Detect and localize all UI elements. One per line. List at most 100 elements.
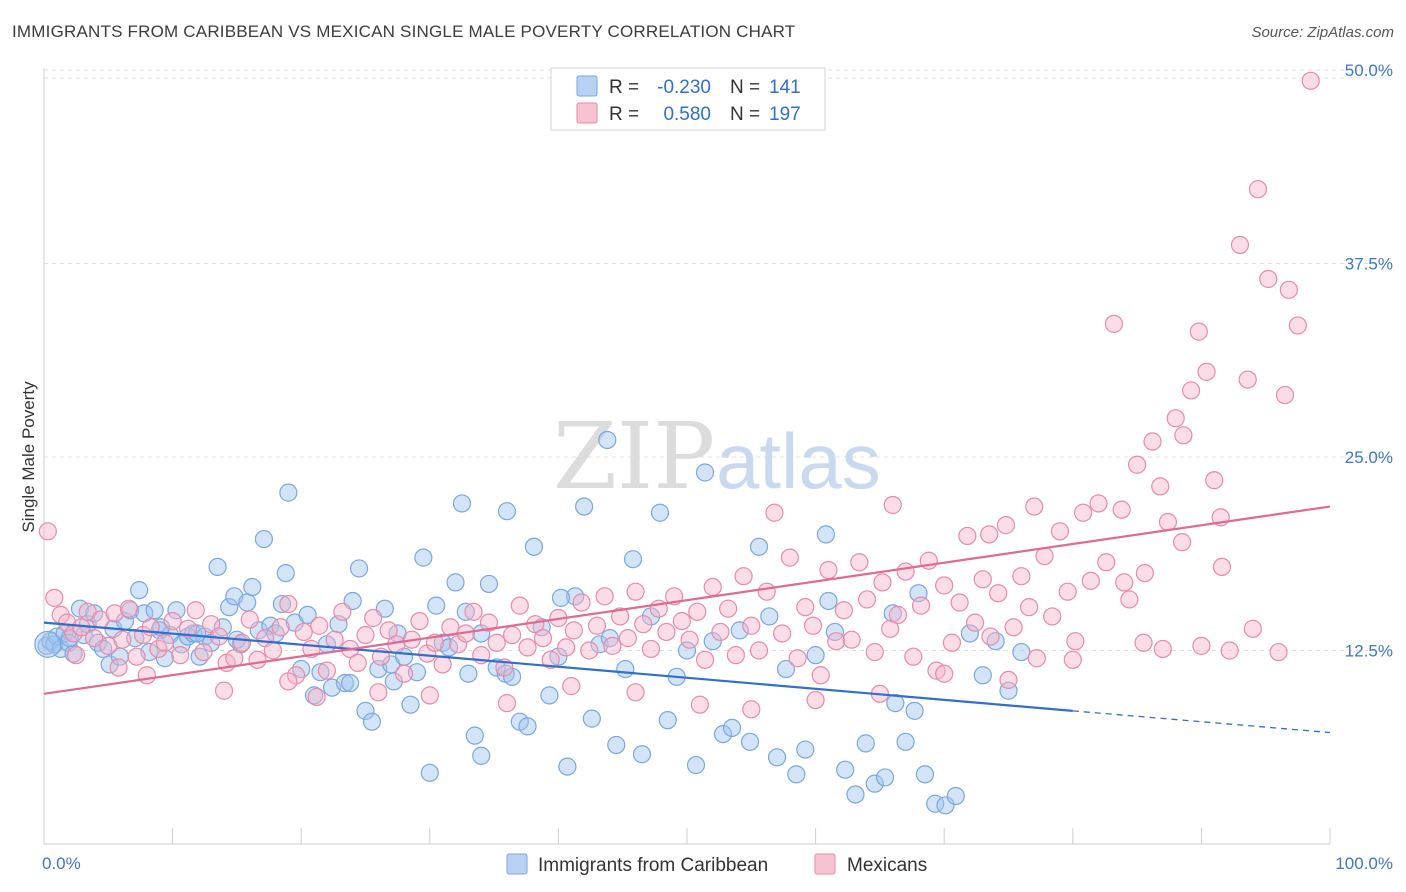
caribbean-point [524, 537, 544, 556]
mexicans-point [1127, 455, 1147, 474]
mexicans-point [1205, 471, 1224, 490]
caribbean-point [686, 755, 706, 775]
caribbean-point [915, 765, 935, 784]
caribbean-point [551, 588, 571, 607]
caribbean-point [213, 618, 232, 637]
mexicans-point [1275, 385, 1295, 405]
caribbean-point [311, 663, 330, 682]
caribbean-point [243, 577, 262, 597]
bottom-legend-swatch-mexicans [814, 853, 836, 875]
mexicans-point [935, 576, 954, 595]
trend-line-mexicans [43, 505, 1331, 695]
trend-lines [43, 505, 1331, 734]
mexicans-point [1019, 598, 1039, 617]
mexicans-point [1288, 316, 1307, 335]
mexicans-point [487, 633, 506, 652]
mexicans-point [410, 611, 429, 631]
caribbean-point [145, 601, 164, 620]
mexicans-point [171, 646, 190, 665]
legend-n-value-2: 197 [769, 104, 801, 125]
mexicans-point [1043, 607, 1062, 626]
caribbean-point [816, 525, 835, 544]
mexicans-point [1035, 546, 1054, 566]
mexicans-point [1174, 426, 1193, 445]
mexicans-point [672, 611, 691, 631]
mexicans-point [634, 615, 653, 634]
mexicans-point [58, 613, 77, 632]
x-tick-label-max: 100.0% [1335, 854, 1393, 873]
mexicans-point [1012, 567, 1031, 586]
mexicans-point [888, 605, 908, 624]
mexicans-point [155, 633, 174, 652]
mexicans-point [999, 670, 1018, 690]
mexicans-point [742, 616, 761, 635]
mexicans-point [1134, 633, 1153, 652]
mexicans-point [1027, 649, 1046, 668]
mexicans-point [1189, 322, 1208, 341]
legend-r-label-1: R = [609, 77, 639, 98]
mexicans-point [1050, 522, 1070, 541]
mexicans-point [1230, 235, 1250, 255]
caribbean-point [349, 559, 369, 578]
watermark: ZIP atlas [553, 403, 881, 510]
mexicans-point [317, 661, 337, 680]
caribbean-point [427, 596, 446, 615]
mexicans-point [214, 681, 234, 700]
caribbean-point [658, 711, 677, 730]
mexicans-point [1115, 573, 1134, 592]
y-tick-label: 25.0% [1345, 448, 1393, 467]
mexicans-point [965, 613, 985, 632]
caribbean-point [518, 717, 537, 736]
bottom-legend-label-caribbean: Immigrants from Caribbean [538, 855, 768, 876]
mexicans-point [503, 625, 522, 645]
mexicans-point [1143, 432, 1162, 451]
mexicans-point [279, 672, 298, 691]
mexicans-point [996, 516, 1016, 535]
caribbean-point [632, 745, 652, 764]
mexicans-point [113, 630, 132, 649]
mexicans-point [734, 567, 753, 586]
mexicans-point [819, 560, 838, 580]
mexicans-point [881, 619, 900, 638]
mexicans-point [690, 695, 709, 714]
mexicans-point [935, 664, 954, 683]
caribbean-point [208, 557, 227, 577]
caribbean-point [865, 774, 884, 793]
mexicans-point [873, 573, 892, 592]
caribbean-point [459, 664, 478, 683]
mexicans-point [1025, 497, 1044, 516]
caribbean-point [623, 550, 643, 569]
trend-line-caribbean-extension [1072, 710, 1331, 734]
mexicans-point [688, 602, 707, 621]
mexicans-point [857, 590, 877, 609]
legend-swatch-mexicans [576, 102, 598, 124]
caribbean-point [846, 785, 865, 804]
caribbean-point [452, 494, 472, 513]
grid-lines [44, 69, 1390, 651]
mexicans-point [1153, 639, 1172, 659]
mexicans-point [379, 621, 398, 640]
mexicans-point [186, 601, 205, 620]
mexicans-point [711, 622, 730, 642]
caribbean-point [598, 430, 617, 450]
legend-r-value-2: 0.580 [663, 104, 711, 125]
caribbean-point [616, 659, 635, 679]
x-tick-marks [43, 828, 1331, 844]
mexicans-point [369, 683, 388, 702]
caribbean-point [272, 594, 292, 614]
mexicans-point [1112, 500, 1131, 519]
caribbean-point [276, 563, 295, 583]
caribbean-point [730, 621, 749, 640]
caribbean-point [936, 796, 955, 815]
mexicans-point [865, 642, 884, 662]
mexicans-point [603, 636, 622, 655]
chart-title: IMMIGRANTS FROM CARIBBEAN VS MEXICAN SIN… [12, 22, 796, 41]
caribbean-point [760, 607, 779, 626]
mexicans-point [497, 694, 517, 713]
caribbean-point [187, 624, 207, 643]
caribbean-point [776, 659, 796, 679]
mexicans-point [1073, 503, 1093, 522]
mexicans-point [510, 596, 529, 615]
mexicans-point [757, 582, 776, 601]
caribbean-point [167, 601, 186, 620]
